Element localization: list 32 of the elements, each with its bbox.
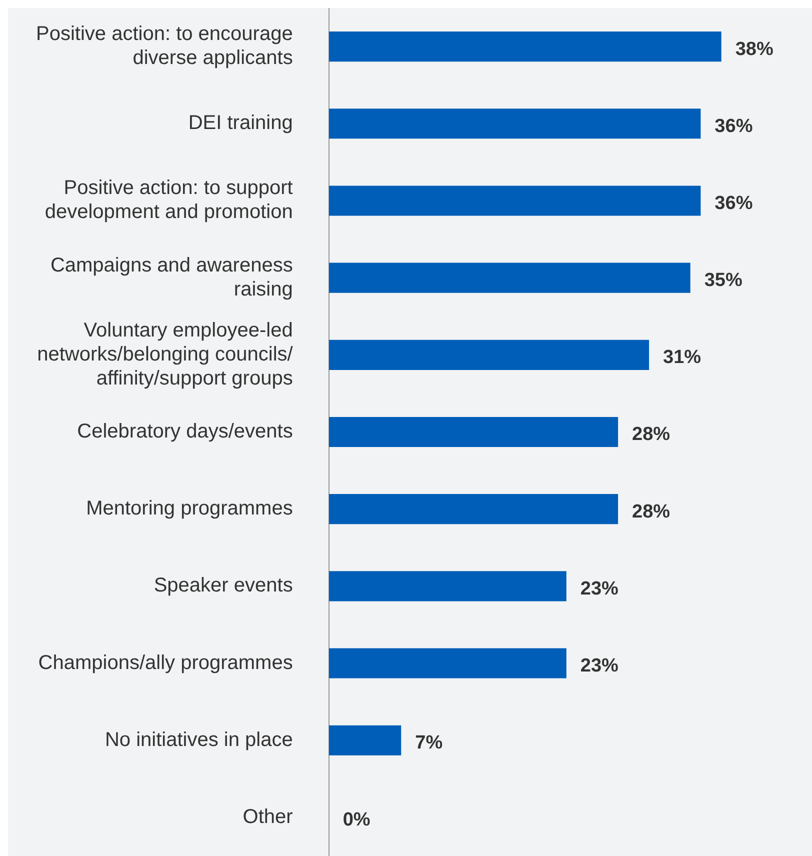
y-tick-label: DEI training bbox=[188, 112, 293, 134]
data-label: 28% bbox=[632, 424, 670, 446]
data-label: 28% bbox=[632, 501, 670, 522]
bar bbox=[328, 186, 701, 216]
y-tick-label: Other bbox=[242, 806, 294, 828]
y-tick-label: Celebratory days/events bbox=[77, 420, 293, 443]
y-tick-label: Speaker events bbox=[154, 574, 293, 597]
bar bbox=[328, 571, 566, 602]
data-label: 35% bbox=[704, 270, 742, 292]
y-tick-label: Positive action: to encourage diverse applicants bbox=[36, 23, 293, 70]
bar bbox=[328, 340, 650, 370]
data-label: 36% bbox=[714, 116, 753, 137]
data-label: 38% bbox=[735, 38, 774, 60]
bar bbox=[328, 108, 701, 139]
bar bbox=[328, 725, 402, 756]
y-tick-label: Champions/ally programmes bbox=[38, 652, 293, 674]
data-label: 36% bbox=[714, 192, 753, 214]
data-label: 23% bbox=[580, 656, 619, 677]
y-tick-label: No initiatives in place bbox=[104, 728, 293, 751]
data-label: 23% bbox=[580, 578, 619, 600]
data-label: 31% bbox=[663, 347, 702, 368]
y-tick-label: Positive action: to support development and promotion bbox=[44, 177, 294, 224]
bar bbox=[328, 32, 722, 62]
data-label: 0% bbox=[342, 810, 370, 831]
bar bbox=[328, 494, 618, 524]
y-tick-label: Mentoring programmes bbox=[86, 498, 293, 520]
data-label: 7% bbox=[415, 732, 443, 754]
y-tick-label: Campaigns and awareness raising bbox=[50, 254, 293, 300]
bar bbox=[328, 648, 566, 678]
bar bbox=[328, 262, 690, 293]
y-tick-label: Voluntary employee-led networks/belonging councils/ affinity/support groups bbox=[37, 319, 294, 390]
bar bbox=[328, 416, 618, 448]
